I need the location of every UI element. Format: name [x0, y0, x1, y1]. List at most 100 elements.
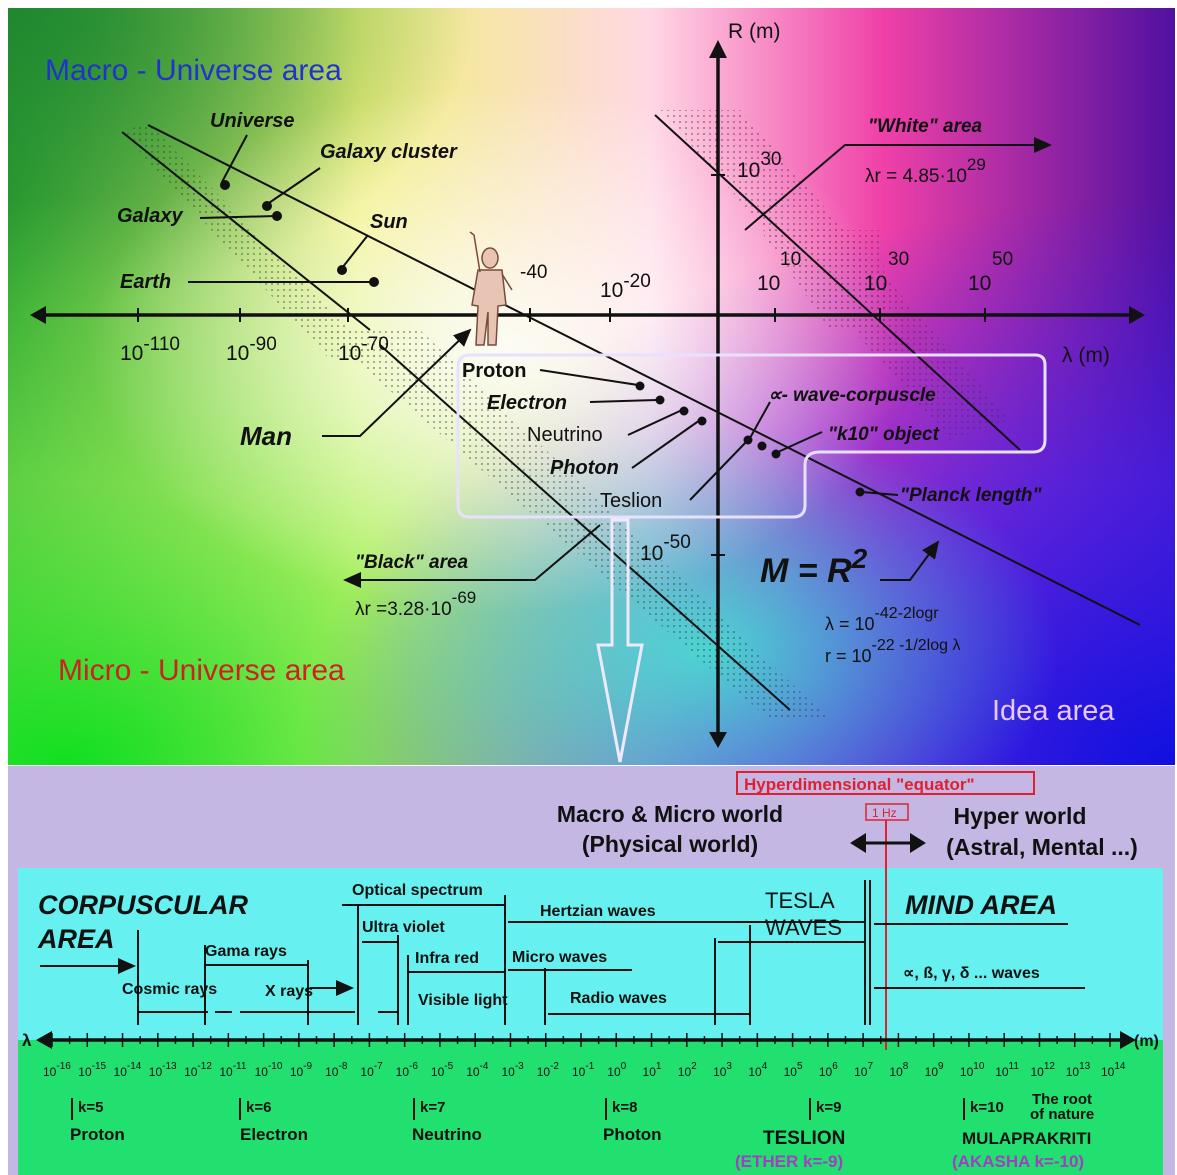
scale-label: 10-8	[325, 1061, 348, 1079]
particle-list: Proton Electron Neutrino Photon Teslion	[462, 360, 865, 512]
man-figure	[469, 231, 513, 346]
x-tick-label: 10-70	[338, 334, 389, 365]
root-of-nature-2: of nature	[1030, 1106, 1094, 1123]
cosmic-rays-label: Cosmic rays	[122, 981, 217, 998]
white-area-arrow	[744, 137, 1052, 231]
lavender-band	[8, 766, 1175, 868]
mr-arrow	[880, 540, 940, 581]
micro-universe-label: Micro - Universe area	[58, 654, 345, 687]
teslion-label: Teslion	[600, 490, 662, 512]
scale-label: 103	[713, 1061, 732, 1079]
man-label: Man	[240, 421, 292, 451]
k6-label: k=6	[246, 1099, 271, 1116]
cyan-band	[18, 868, 1163, 1040]
k-markers: k=5 Proton k=6 Electron k=7 Neutrino k=8…	[70, 1091, 1094, 1171]
scale-label: 10-9	[290, 1061, 313, 1079]
k9-name: TESLION	[763, 1128, 845, 1149]
lambda-equation: λ = 10-42-2logr	[825, 605, 939, 634]
physical-world-subtitle: (Physical world)	[582, 831, 758, 857]
green-band	[18, 1040, 1163, 1175]
mind-area-label: MIND AREA	[905, 890, 1057, 920]
macro-universe-label: Macro - Universe area	[45, 54, 342, 87]
root-of-nature-1: The root	[1032, 1091, 1092, 1108]
equator-box	[736, 771, 1035, 795]
diagonal-lines	[121, 114, 1141, 711]
universe-label: Universe	[210, 110, 295, 132]
hyper-world-title: Hyper world	[954, 803, 1087, 829]
ultra-violet-label: Ultra violet	[362, 919, 445, 936]
scale-label: 107	[854, 1061, 873, 1079]
radio-waves-label: Radio waves	[570, 990, 667, 1007]
tesla-waves-label: TESLA	[765, 888, 835, 913]
spectrum-labels: Optical spectrum Hertzian waves Ultra vi…	[122, 882, 1040, 1009]
greek-waves-label: ∝, ß, γ, δ ... waves	[903, 965, 1040, 982]
scale-label: 109	[925, 1061, 944, 1079]
scale-label: 102	[678, 1061, 697, 1079]
galaxy-label: Galaxy	[117, 205, 183, 227]
scale-label: 10-6	[396, 1061, 419, 1079]
k10-pointers	[749, 401, 899, 496]
scale-label: 1011	[995, 1061, 1019, 1079]
micro-waves-label: Micro waves	[512, 949, 607, 966]
sun-label: Sun	[370, 211, 408, 233]
y-tick-top: 1030	[737, 149, 782, 182]
x-tick-label: 1050	[968, 249, 1013, 295]
physical-world-title: Macro & Micro world	[557, 801, 783, 827]
k9-sub: (ETHER k=-9)	[735, 1152, 843, 1171]
scale-label: 10-14	[114, 1061, 142, 1079]
scale-label: 100	[607, 1061, 626, 1079]
scale-label: 105	[784, 1061, 803, 1079]
neutrino-label: Neutrino	[527, 424, 603, 446]
k10-name: MULAPRAKRITI	[962, 1129, 1091, 1148]
k7-label: k=7	[420, 1099, 445, 1116]
scale-label: 10-1	[572, 1061, 595, 1079]
lambda-scale-unit: (m)	[1134, 1033, 1159, 1050]
photon-label: Photon	[550, 457, 619, 479]
x-tick-label: 10-110	[120, 334, 180, 365]
planck-length-label: "Planck length"	[900, 485, 1043, 506]
y-tick-bottom: 10-50	[640, 532, 691, 565]
black-area-label: "Black" area	[355, 552, 469, 573]
x-tick-label: 10-20	[600, 271, 651, 302]
k10-object-label: "k10" object	[828, 424, 940, 445]
r-equation: r = 10-22 -1/2log λ	[825, 637, 960, 666]
galaxy-cluster-label: Galaxy cluster	[320, 141, 458, 163]
wave-corpuscle-label: ∝- wave-corpuscle	[768, 385, 936, 406]
gama-rays-label: Gama rays	[205, 943, 287, 960]
visible-light-label: Visible light	[418, 992, 508, 1009]
k8-label: k=8	[612, 1099, 637, 1116]
scale-label: 101	[643, 1061, 662, 1079]
black-area-equation: λr =3.28·10-69	[355, 588, 476, 620]
infra-red-label: Infra red	[415, 950, 479, 967]
scale-label: 10-4	[466, 1061, 489, 1079]
scale-label: 10-12	[184, 1061, 212, 1079]
k10-sub: (AKASHA k=-10)	[952, 1152, 1084, 1171]
r-axis-label: R (m)	[728, 20, 780, 43]
white-area-label: "White" area	[868, 116, 983, 137]
particle-box	[456, 353, 1047, 519]
scale-label: 1012	[1030, 1061, 1055, 1079]
scale-labels: 10-16 10-15 10-14 10-13 10-12 10-11 10-10 10-9 1…	[43, 1061, 1126, 1079]
scale-label: 1014	[1101, 1061, 1126, 1079]
earth-label: Earth	[120, 271, 171, 293]
tesla-waves-label-2: WAVES	[765, 915, 842, 940]
k9-label: k=9	[816, 1099, 841, 1116]
idea-area-label: Idea area	[992, 695, 1115, 727]
k6-name: Electron	[240, 1125, 308, 1144]
scale-label: 10-15	[78, 1061, 106, 1079]
scale-label: 1013	[1066, 1061, 1091, 1079]
lambda-axis-label: λ (m)	[1062, 344, 1110, 367]
mass-radius-equation: M = R2	[760, 543, 868, 590]
double-arrow	[850, 833, 926, 853]
equator-label: Hyperdimensional "equator"	[744, 775, 975, 794]
axes	[30, 40, 1145, 748]
hyper-world-subtitle: (Astral, Mental ...)	[946, 834, 1138, 860]
one-hz-label: 1 Hz	[872, 806, 897, 820]
black-area-arrow	[343, 524, 601, 588]
hatch-bands	[120, 110, 1010, 720]
k5-label: k=5	[78, 1099, 103, 1116]
scale-label: 106	[819, 1061, 838, 1079]
man-arrow	[322, 328, 472, 437]
